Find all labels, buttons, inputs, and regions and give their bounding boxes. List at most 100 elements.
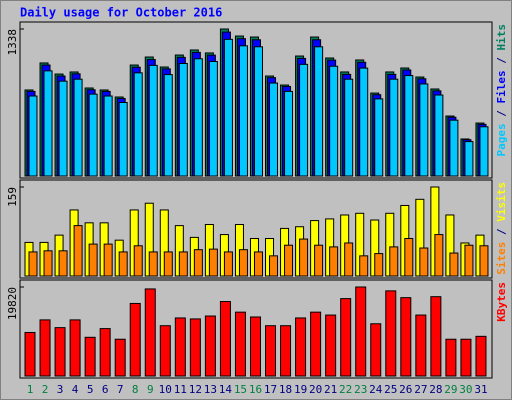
x-tick-label: 10 — [159, 383, 172, 396]
x-tick-label: 17 — [264, 383, 277, 396]
x-tick-label: 25 — [384, 383, 397, 396]
legend-entry: Files — [495, 70, 508, 103]
x-tick-label: 5 — [87, 383, 94, 396]
bar — [404, 237, 414, 277]
bar — [299, 63, 309, 177]
bar — [129, 302, 141, 377]
bar — [69, 319, 81, 377]
bar — [329, 246, 339, 277]
bar — [163, 251, 173, 277]
bar — [178, 251, 188, 277]
bar — [193, 249, 203, 277]
bar — [460, 338, 472, 377]
bar — [204, 315, 216, 377]
bar — [430, 296, 442, 377]
bar — [103, 243, 113, 277]
bar — [464, 244, 474, 277]
x-tick-label: 28 — [429, 383, 442, 396]
bar — [404, 75, 414, 177]
x-tick-label: 16 — [249, 383, 262, 396]
bar — [28, 251, 38, 277]
bar — [219, 301, 231, 377]
bar — [133, 72, 143, 177]
y-tick-label: 1338 — [6, 29, 19, 56]
bar — [374, 253, 384, 277]
bar — [374, 98, 384, 177]
bar — [434, 94, 444, 177]
bar — [99, 328, 111, 377]
x-tick-label: 9 — [147, 383, 154, 396]
bar — [28, 95, 38, 177]
bar — [415, 314, 427, 377]
x-tick-label: 31 — [474, 383, 487, 396]
bar — [208, 248, 218, 277]
legend-separator: / — [495, 222, 508, 242]
bar — [359, 255, 369, 277]
bar — [249, 316, 261, 377]
bar — [43, 70, 53, 177]
x-tick-label: 12 — [189, 383, 202, 396]
x-tick-label: 29 — [444, 383, 457, 396]
bar — [370, 323, 382, 377]
bar — [159, 325, 171, 377]
bar — [314, 244, 324, 277]
legend: Sites / Visits — [495, 182, 508, 275]
bar — [118, 251, 128, 277]
x-tick-label: 21 — [324, 383, 337, 396]
bar — [174, 317, 186, 377]
bar — [325, 314, 337, 377]
x-tick-label: 19 — [294, 383, 307, 396]
bar — [449, 252, 459, 277]
bar — [464, 141, 474, 177]
bar — [178, 62, 188, 177]
bar — [344, 78, 354, 177]
bar — [295, 317, 307, 377]
bar — [479, 245, 489, 277]
bar — [88, 243, 98, 277]
x-tick-label: 6 — [102, 383, 109, 396]
bar — [133, 245, 143, 277]
bar — [269, 255, 279, 277]
x-tick-label: 23 — [354, 383, 367, 396]
x-tick-label: 8 — [132, 383, 139, 396]
bar — [84, 336, 96, 377]
bar — [479, 126, 489, 177]
x-tick-label: 22 — [339, 383, 352, 396]
bar — [24, 331, 36, 377]
bar — [144, 288, 156, 377]
x-tick-label: 30 — [459, 383, 472, 396]
bar — [389, 78, 399, 177]
bar — [359, 67, 369, 177]
bar — [238, 45, 248, 177]
x-tick-label: 2 — [42, 383, 49, 396]
x-tick-label: 14 — [219, 383, 233, 396]
x-tick-label: 15 — [234, 383, 247, 396]
bar — [114, 338, 126, 377]
bar — [310, 311, 322, 377]
chart-title: Daily usage for October 2016 — [20, 6, 222, 20]
bar — [58, 80, 68, 177]
bar — [265, 325, 277, 377]
bar — [314, 46, 324, 177]
bar — [385, 290, 397, 377]
bar — [39, 319, 51, 377]
bar — [445, 338, 457, 377]
bar — [253, 46, 263, 177]
bar — [344, 242, 354, 277]
x-tick-label: 7 — [117, 383, 124, 396]
bar — [193, 58, 203, 177]
x-tick-label: 13 — [204, 383, 217, 396]
y-tick-label: 159 — [6, 187, 19, 207]
bar — [253, 251, 263, 277]
bar — [73, 225, 83, 277]
x-tick-label: 11 — [174, 383, 187, 396]
bar — [355, 286, 367, 377]
bar — [118, 102, 128, 177]
bar — [419, 247, 429, 277]
bar — [434, 234, 444, 277]
bar — [400, 297, 412, 377]
bar — [329, 65, 339, 177]
bar — [234, 311, 246, 377]
bar — [475, 335, 487, 377]
